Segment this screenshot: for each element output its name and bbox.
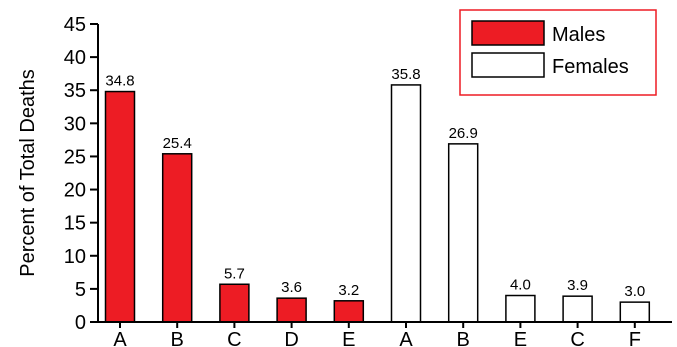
- x-tick-label: C: [227, 329, 241, 347]
- bar-females-f: [619, 301, 651, 323]
- bar-females-e: [505, 294, 536, 323]
- y-tick-label: 25: [64, 146, 86, 168]
- x-tick-label: E: [342, 329, 355, 347]
- bar-males-d: [276, 297, 307, 323]
- data-label: 25.4: [163, 135, 192, 152]
- data-label: 3.6: [281, 279, 302, 296]
- x-tick-label: A: [399, 329, 413, 347]
- y-tick-label: 45: [64, 14, 86, 36]
- legend-swatch-females: [471, 52, 545, 78]
- x-tick-label: B: [171, 329, 184, 347]
- bar-males-a: [104, 90, 136, 323]
- y-tick-label: 0: [75, 312, 86, 334]
- y-axis-label: Percent of Total Deaths: [17, 69, 39, 277]
- x-tick-label: C: [570, 329, 584, 347]
- legend-label-females: Females: [552, 56, 629, 78]
- data-label: 34.8: [105, 73, 134, 90]
- x-tick-label: D: [284, 329, 298, 347]
- bar-males-c: [219, 283, 250, 323]
- data-label: 26.9: [449, 125, 478, 142]
- legend: Males Females: [459, 9, 657, 96]
- y-tick-label: 40: [64, 47, 86, 69]
- value-labels: 34.8 25.4 5.7 3.6 3.2 35.8 26.9 4.0 3.9 3.0: [105, 66, 645, 300]
- bar-females-a: [390, 84, 422, 323]
- data-label: 3.9: [567, 277, 588, 294]
- y-tick-label: 10: [64, 246, 86, 268]
- bar-males-e: [333, 300, 365, 323]
- y-tick-label: 15: [64, 213, 86, 235]
- y-axis-ticks: 0 5 10 15 20 25 30 35 40 45: [64, 14, 98, 334]
- bar-males-b: [161, 153, 193, 323]
- data-label: 5.7: [224, 265, 245, 282]
- data-label: 35.8: [391, 66, 420, 83]
- x-tick-label: E: [514, 329, 527, 347]
- legend-label-males: Males: [552, 24, 605, 46]
- y-tick-label: 20: [64, 180, 86, 202]
- x-tick-label: F: [629, 329, 641, 347]
- bar-females-b: [447, 143, 479, 323]
- y-tick-label: 30: [64, 113, 86, 135]
- data-label: 4.0: [510, 277, 531, 294]
- bar-females-c: [562, 295, 593, 323]
- legend-swatch-males: [471, 20, 545, 46]
- y-tick-label: 5: [75, 279, 86, 301]
- x-tick-label: A: [113, 329, 127, 347]
- x-tick-label: B: [457, 329, 470, 347]
- data-label: 3.0: [624, 283, 645, 300]
- y-tick-label: 35: [64, 80, 86, 102]
- data-label: 3.2: [338, 282, 359, 299]
